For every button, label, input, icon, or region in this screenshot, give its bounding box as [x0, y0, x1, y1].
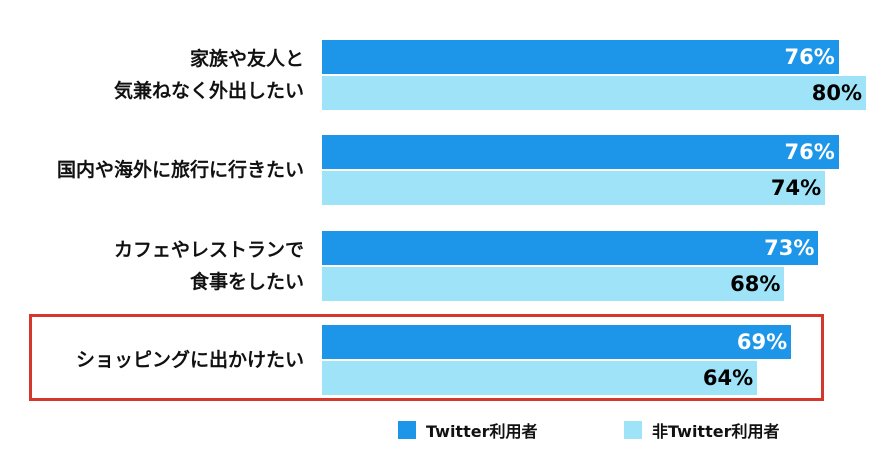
data-label: 73%: [764, 236, 815, 260]
legend-swatch: [398, 421, 416, 439]
category-label: ショッピングに出かけたい: [75, 349, 304, 371]
bar: [322, 267, 785, 301]
category-label: 家族や友人と: [189, 48, 304, 70]
data-label: 68%: [730, 272, 781, 296]
category-label: 食事をしたい: [189, 271, 304, 293]
highlight-box: [29, 314, 824, 401]
bar: [322, 76, 866, 110]
category-label: 気兼ねなく外出したい: [113, 80, 304, 102]
legend-label: 非Twitter利用者: [652, 422, 780, 441]
bar: [322, 135, 839, 169]
bar: [322, 40, 839, 74]
legend-item: Twitter利用者: [398, 420, 538, 441]
legend-swatch: [624, 421, 642, 439]
data-label: 80%: [811, 81, 862, 105]
data-label: 76%: [784, 140, 835, 164]
data-label: 74%: [770, 176, 822, 200]
data-label: 69%: [736, 330, 788, 354]
category-label: カフェやレストランで: [113, 239, 304, 261]
bar: [322, 361, 758, 395]
data-label: 64%: [702, 366, 754, 390]
legend-label: Twitter利用者: [426, 422, 538, 441]
bar: [322, 171, 826, 205]
bar: [322, 325, 792, 359]
category-label: 国内や海外に旅行に行きたい: [56, 159, 304, 181]
data-label: 76%: [784, 45, 835, 69]
bar: [322, 231, 819, 265]
legend-item: 非Twitter利用者: [624, 420, 780, 441]
